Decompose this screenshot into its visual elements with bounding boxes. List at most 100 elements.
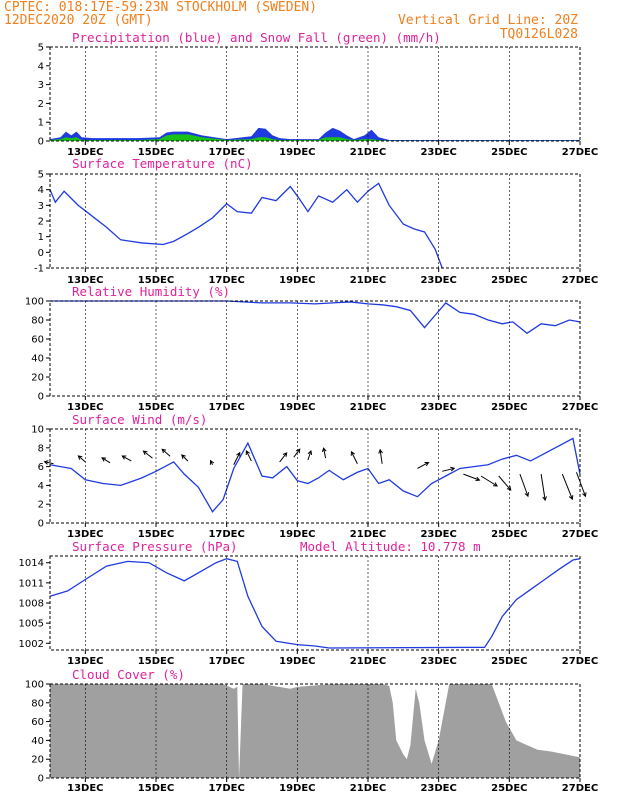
y-tick-label: 1014 (19, 558, 44, 569)
x-tick-label: 19DEC (279, 656, 315, 667)
panel-title: Relative Humidity (%) (72, 284, 230, 299)
x-tick-label: 25DEC (491, 275, 527, 286)
y-tick-label: 1011 (19, 578, 44, 589)
panel-frame (49, 555, 581, 651)
x-tick-label: 25DEC (491, 783, 527, 794)
x-tick-label: 21DEC (350, 656, 386, 667)
panel-0: Precipitation (blue) and Snow Fall (gree… (38, 30, 599, 158)
x-tick-label: 19DEC (279, 402, 315, 413)
wind-arrow (442, 466, 456, 472)
y-tick-label: 5 (38, 43, 44, 54)
x-tick-label: 21DEC (350, 275, 386, 286)
x-tick-label: 17DEC (208, 529, 244, 540)
x-tick-label: 17DEC (208, 275, 244, 286)
x-tick-label: 23DEC (420, 529, 456, 540)
x-tick-label: 23DEC (420, 402, 456, 413)
wind-arrow (181, 454, 189, 462)
x-tick-label: 23DEC (420, 147, 456, 158)
wind-arrow (575, 472, 587, 498)
y-tick-label: 1 (38, 118, 44, 129)
wind-arrow (209, 459, 215, 465)
x-tick-label: 21DEC (350, 529, 386, 540)
y-tick-label: 0 (38, 392, 44, 403)
y-tick-label: 100 (25, 297, 44, 308)
wind-arrow (498, 475, 512, 491)
wind-arrow (101, 457, 111, 464)
wind-arrow (463, 473, 481, 482)
x-tick-label: 23DEC (420, 783, 456, 794)
y-tick-label: 0 (38, 248, 44, 259)
series-line-0 (49, 182, 443, 269)
x-tick-label: 17DEC (208, 783, 244, 794)
y-tick-label: 2 (38, 500, 44, 511)
wind-arrow (350, 450, 358, 465)
panel-title: Surface Pressure (hPa) (72, 539, 238, 554)
panel-5: Cloud Cover (%) 13DEC 15DEC 17DEC 19DEC 21DEC… (25, 667, 598, 794)
wind-arrow (43, 460, 54, 465)
y-tick-label: -1 (34, 264, 44, 275)
x-tick-label: 19DEC (279, 147, 315, 158)
header-code: TQ0126L028 (500, 27, 578, 42)
x-tick-label: 15DEC (138, 147, 174, 158)
x-tick-label: 13DEC (67, 783, 103, 794)
panel-3: Surface Wind (m/s)13DEC 15DEC 17DEC 19DEC 21… (31, 412, 598, 540)
y-tick-label: 80 (31, 698, 44, 709)
y-tick-label: 40 (31, 354, 44, 365)
panel-4: Surface Pressure (hPa) Model Altitude: 10… (19, 539, 599, 667)
wind-arrow (77, 455, 86, 463)
panel-title: Cloud Cover (%) (72, 667, 185, 682)
x-tick-label: 13DEC (67, 529, 103, 540)
x-tick-label: 27DEC (562, 783, 598, 794)
x-tick-label: 27DEC (562, 402, 598, 413)
x-tick-label: 25DEC (491, 529, 527, 540)
wind-arrow (142, 450, 153, 459)
y-tick-label: 20 (31, 755, 44, 766)
y-tick-label: 40 (31, 736, 44, 747)
x-tick-label: 15DEC (138, 275, 174, 286)
x-tick-label: 15DEC (138, 783, 174, 794)
y-tick-label: 0 (38, 774, 44, 785)
y-tick-label: 0 (38, 519, 44, 530)
x-tick-label: 19DEC (279, 275, 315, 286)
panel-frame (49, 683, 581, 779)
x-tick-label: 27DEC (562, 656, 598, 667)
wind-arrow (245, 450, 252, 462)
x-tick-label: 27DEC (562, 147, 598, 158)
panel-1: Surface Temperature (nC) 13DEC 15DEC 17DEC 1… (34, 156, 598, 286)
x-tick-label: 25DEC (491, 402, 527, 413)
wind-arrow (161, 448, 171, 457)
y-tick-label: 2 (38, 99, 44, 110)
x-tick-label: 17DEC (208, 147, 244, 158)
x-tick-label: 27DEC (562, 529, 598, 540)
wind-arrow (121, 455, 132, 462)
panels: Precipitation (blue) and Snow Fall (gree… (19, 30, 599, 794)
wind-arrow (307, 450, 313, 461)
header-grid-line: Vertical Grid Line: 20Z (398, 13, 578, 28)
x-tick-label: 19DEC (279, 529, 315, 540)
wind-arrow (480, 475, 498, 487)
wind-arrow (378, 448, 383, 464)
y-tick-label: 2 (38, 217, 44, 228)
x-tick-label: 13DEC (67, 402, 103, 413)
series-area-0 (50, 684, 580, 778)
y-tick-label: 6 (38, 462, 44, 473)
header-line1: CPTEC: 018:17E-59:23N STOCKHOLM (SWEDEN) (4, 0, 317, 15)
series-line-0 (50, 300, 581, 335)
panel-frame (49, 46, 581, 142)
y-tick-label: 20 (31, 373, 44, 384)
panel-frame (49, 300, 581, 397)
wind-arrow (321, 447, 327, 459)
y-tick-label: 10 (31, 425, 44, 436)
wind-arrow (561, 473, 574, 501)
y-tick-label: 1002 (19, 639, 44, 650)
panel-title: Surface Wind (m/s) (72, 412, 207, 427)
y-tick-label: 4 (38, 481, 44, 492)
y-tick-label: 0 (38, 137, 44, 148)
panel-frame (49, 428, 581, 524)
x-tick-label: 15DEC (138, 656, 174, 667)
x-tick-label: 13DEC (67, 275, 103, 286)
series-line-0 (49, 558, 581, 649)
x-tick-label: 25DEC (491, 147, 527, 158)
x-tick-label: 19DEC (279, 783, 315, 794)
